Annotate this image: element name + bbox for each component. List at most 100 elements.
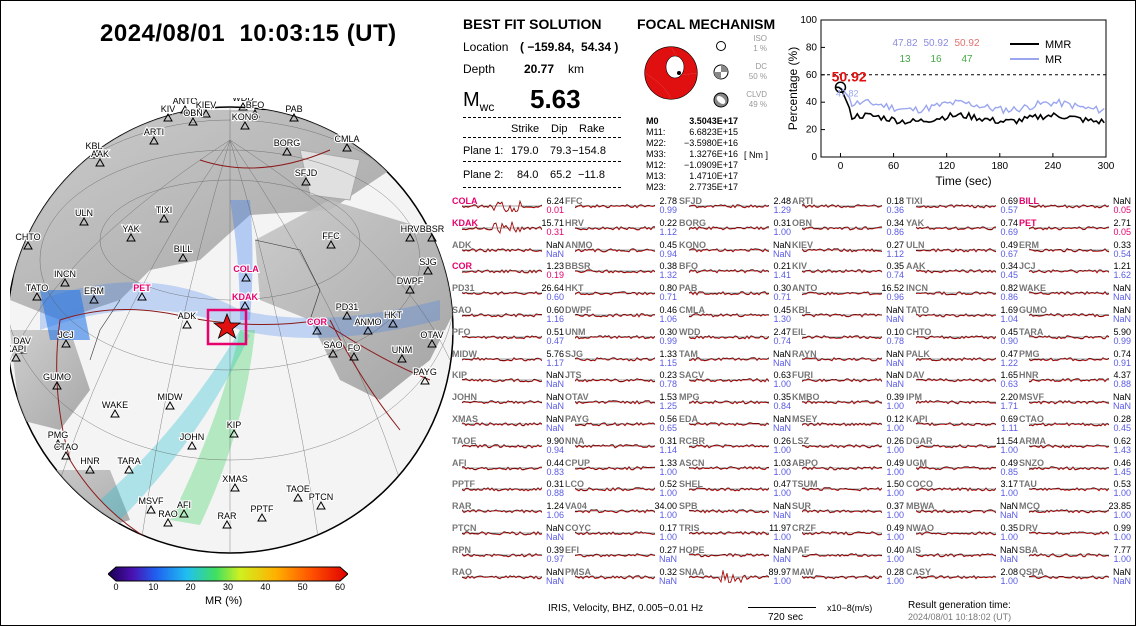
waveform <box>802 204 882 209</box>
waveform <box>916 378 996 383</box>
station-name: CTAO <box>1019 414 1044 424</box>
mr-xtick: 60 <box>888 161 900 172</box>
station-trace-kdak: KDAK 15.71 0.31 <box>452 218 564 237</box>
tensor-value: 1.4710E+17 <box>689 171 738 181</box>
svg-text:HNR: HNR <box>80 456 100 466</box>
station-value-1: NaN <box>545 414 564 424</box>
station-value-2: 1.14 <box>659 444 677 455</box>
map-station-unm: UNM <box>391 344 413 363</box>
svg-text:PD31: PD31 <box>336 302 359 312</box>
station-trace-ffc: FFC 2.78 0.99 <box>565 196 677 215</box>
station-name: RPN <box>452 544 472 555</box>
station-name: INCN <box>906 283 928 294</box>
station-value-1: 89.97 <box>768 566 791 577</box>
svg-text:KIP: KIP <box>227 420 242 430</box>
station-name: PAF <box>792 544 810 555</box>
station-name: COYC <box>565 523 592 533</box>
waveform <box>689 378 769 383</box>
station-trace-sacv: SACV 0.63 1.00 <box>679 370 791 389</box>
station-trace-mbwa: MBWA NaN NaN <box>906 501 1018 520</box>
tensor-key: M23: <box>646 182 667 192</box>
plane1-rake: −154.8 <box>572 145 606 157</box>
station-trace-kapi: KAPI 0.69 1.11 <box>906 414 1018 433</box>
station-name: EFI <box>565 544 580 555</box>
svg-text:SJG: SJG <box>419 257 437 267</box>
station-name: TRIS <box>679 523 700 533</box>
station-value-2: 1.00 <box>659 510 677 521</box>
station-value-1: 0.82 <box>1000 283 1018 294</box>
station-value-2: 0.69 <box>1000 226 1018 237</box>
station-value-1: 0.38 <box>659 261 677 272</box>
station-value-2: NaN <box>1112 401 1131 412</box>
map-station-fo: FO <box>347 342 361 361</box>
station-trace-wdd: WDD 2.47 0.74 <box>679 327 791 346</box>
station-trace-sur: SUR 0.37 1.00 <box>792 501 904 520</box>
station-trace-rayn: RAYN NaN NaN <box>792 349 904 368</box>
station-name: BORG <box>679 217 706 228</box>
map-station-erm: ERM <box>83 285 105 304</box>
station-name: RAR <box>452 501 472 512</box>
svg-text:TARA: TARA <box>117 456 140 466</box>
station-value-2: 0.99 <box>1113 335 1131 346</box>
station-value-2: 1.00 <box>1000 444 1018 455</box>
station-trace-msey: MSEY 0.12 1.00 <box>792 414 904 433</box>
station-value-1: NaN <box>772 544 791 555</box>
station-value-1: 0.37 <box>886 501 904 512</box>
mr-xtick: 0 <box>838 161 844 172</box>
station-trace-sjg: SJG 1.33 1.15 <box>565 349 677 368</box>
event-datetime: 2024/08/01 10:03:15 (UT) <box>100 20 397 47</box>
svg-text:BILL: BILL <box>174 244 193 254</box>
mr-ytick: 100 <box>800 15 817 26</box>
mr-peak-sub: 47.82 <box>836 88 859 98</box>
map-station-dwpf: DWPF <box>396 275 425 294</box>
station-value-2: 1.00 <box>773 466 791 477</box>
station-name: SBA <box>1019 544 1039 555</box>
plane1-dip: 79.3 <box>550 145 572 157</box>
station-name: VA04 <box>565 501 587 512</box>
colorbar-tick: 40 <box>260 582 271 592</box>
map-station-kip: KIP <box>226 419 242 438</box>
station-name: KMBO <box>792 392 820 403</box>
station-value-2: 0.90 <box>1000 335 1018 346</box>
map-station-kapi: KAPI <box>10 343 27 362</box>
station-name: SNZO <box>1019 457 1045 468</box>
map-station-xmas: XMAS <box>221 473 249 492</box>
divider <box>463 187 621 188</box>
station-value-2: 0.71 <box>773 292 791 303</box>
station-trace-cmla: CMLA 0.45 1.30 <box>679 305 791 324</box>
station-trace-qspa: QSPA NaN NaN <box>1019 567 1131 586</box>
waveform <box>575 465 655 471</box>
rake-header: Rake <box>579 123 605 135</box>
station-value-2: NaN <box>772 510 791 521</box>
svg-text:TATO: TATO <box>26 283 49 293</box>
waveform <box>916 443 996 449</box>
station-value-1: 0.47 <box>773 479 791 490</box>
station-value-1: 0.12 <box>886 414 904 424</box>
station-name: PAB <box>679 283 698 294</box>
station-value-2: 0.47 <box>546 335 564 346</box>
epicenter-star <box>212 312 242 339</box>
station-name: PMSA <box>565 566 592 577</box>
station-value-2: NaN <box>545 532 564 542</box>
svg-text:CHTO: CHTO <box>15 232 40 242</box>
station-name: KONO <box>679 239 706 250</box>
station-value-2: 1.00 <box>1000 575 1018 586</box>
map-station-pab: PAB <box>284 103 304 122</box>
station-value-2: 1.00 <box>886 466 904 477</box>
station-trace-unm: UNM 0.30 0.99 <box>565 327 677 346</box>
station-trace-anto: ANTO 16.52 0.96 <box>792 283 904 302</box>
station-value-1: 0.33 <box>1113 239 1131 250</box>
waveform <box>1029 313 1109 318</box>
waveform <box>462 378 542 383</box>
mr-series-line <box>836 86 1105 115</box>
mr-top-value: 47.82 <box>892 38 917 49</box>
station-value-2: 1.00 <box>886 510 904 521</box>
station-value-1: 34.00 <box>654 501 677 512</box>
station-trace-ipm: IPM 2.20 1.71 <box>906 392 1018 411</box>
station-value-1: 0.69 <box>1000 414 1018 424</box>
station-trace-tixi: TIXI 0.69 0.57 <box>906 196 1018 215</box>
waveform <box>802 531 882 536</box>
best-fit-title: BEST FIT SOLUTION <box>463 16 602 32</box>
station-value-1: 0.46 <box>659 305 677 315</box>
map-station-sfjd: SFJD <box>294 167 319 186</box>
